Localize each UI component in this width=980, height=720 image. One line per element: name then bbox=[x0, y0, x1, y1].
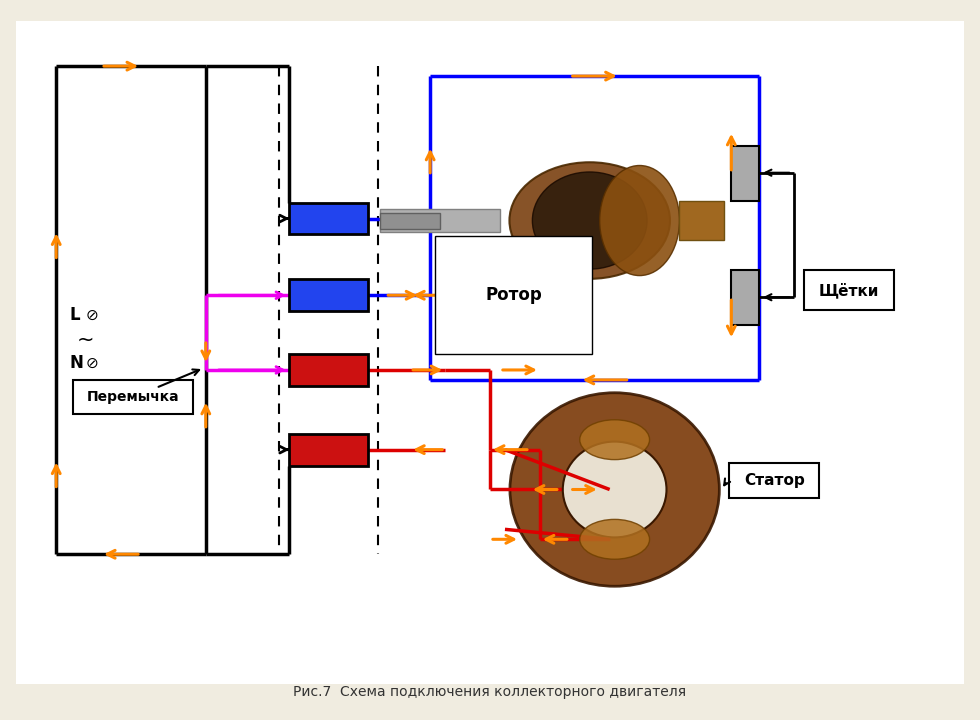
Text: N: N bbox=[70, 354, 83, 372]
Bar bbox=[805, 270, 894, 310]
Text: Статор: Статор bbox=[744, 473, 805, 488]
Ellipse shape bbox=[510, 392, 719, 586]
Ellipse shape bbox=[580, 519, 650, 559]
Bar bbox=[380, 209, 500, 233]
Bar bbox=[729, 463, 819, 498]
Text: Рис.7  Схема подключения коллекторного двигателя: Рис.7 Схема подключения коллекторного дв… bbox=[293, 685, 687, 698]
Bar bbox=[74, 380, 193, 414]
Bar bbox=[288, 202, 368, 235]
Text: Перемычка: Перемычка bbox=[86, 390, 179, 404]
Text: ~: ~ bbox=[77, 330, 95, 350]
Bar bbox=[288, 354, 368, 386]
Bar bbox=[731, 146, 760, 201]
Text: ⊘: ⊘ bbox=[85, 307, 98, 323]
Bar bbox=[731, 270, 760, 325]
Ellipse shape bbox=[563, 441, 666, 537]
Ellipse shape bbox=[510, 162, 670, 279]
Ellipse shape bbox=[580, 420, 650, 459]
Bar bbox=[679, 201, 724, 240]
Text: Щётки: Щётки bbox=[819, 282, 879, 298]
Text: L: L bbox=[70, 306, 79, 324]
Text: ⊘: ⊘ bbox=[85, 356, 98, 371]
Ellipse shape bbox=[532, 172, 647, 269]
Bar bbox=[380, 212, 440, 228]
Ellipse shape bbox=[600, 166, 679, 276]
Text: Ротор: Ротор bbox=[485, 287, 542, 305]
Bar bbox=[288, 279, 368, 311]
Bar bbox=[288, 433, 368, 466]
